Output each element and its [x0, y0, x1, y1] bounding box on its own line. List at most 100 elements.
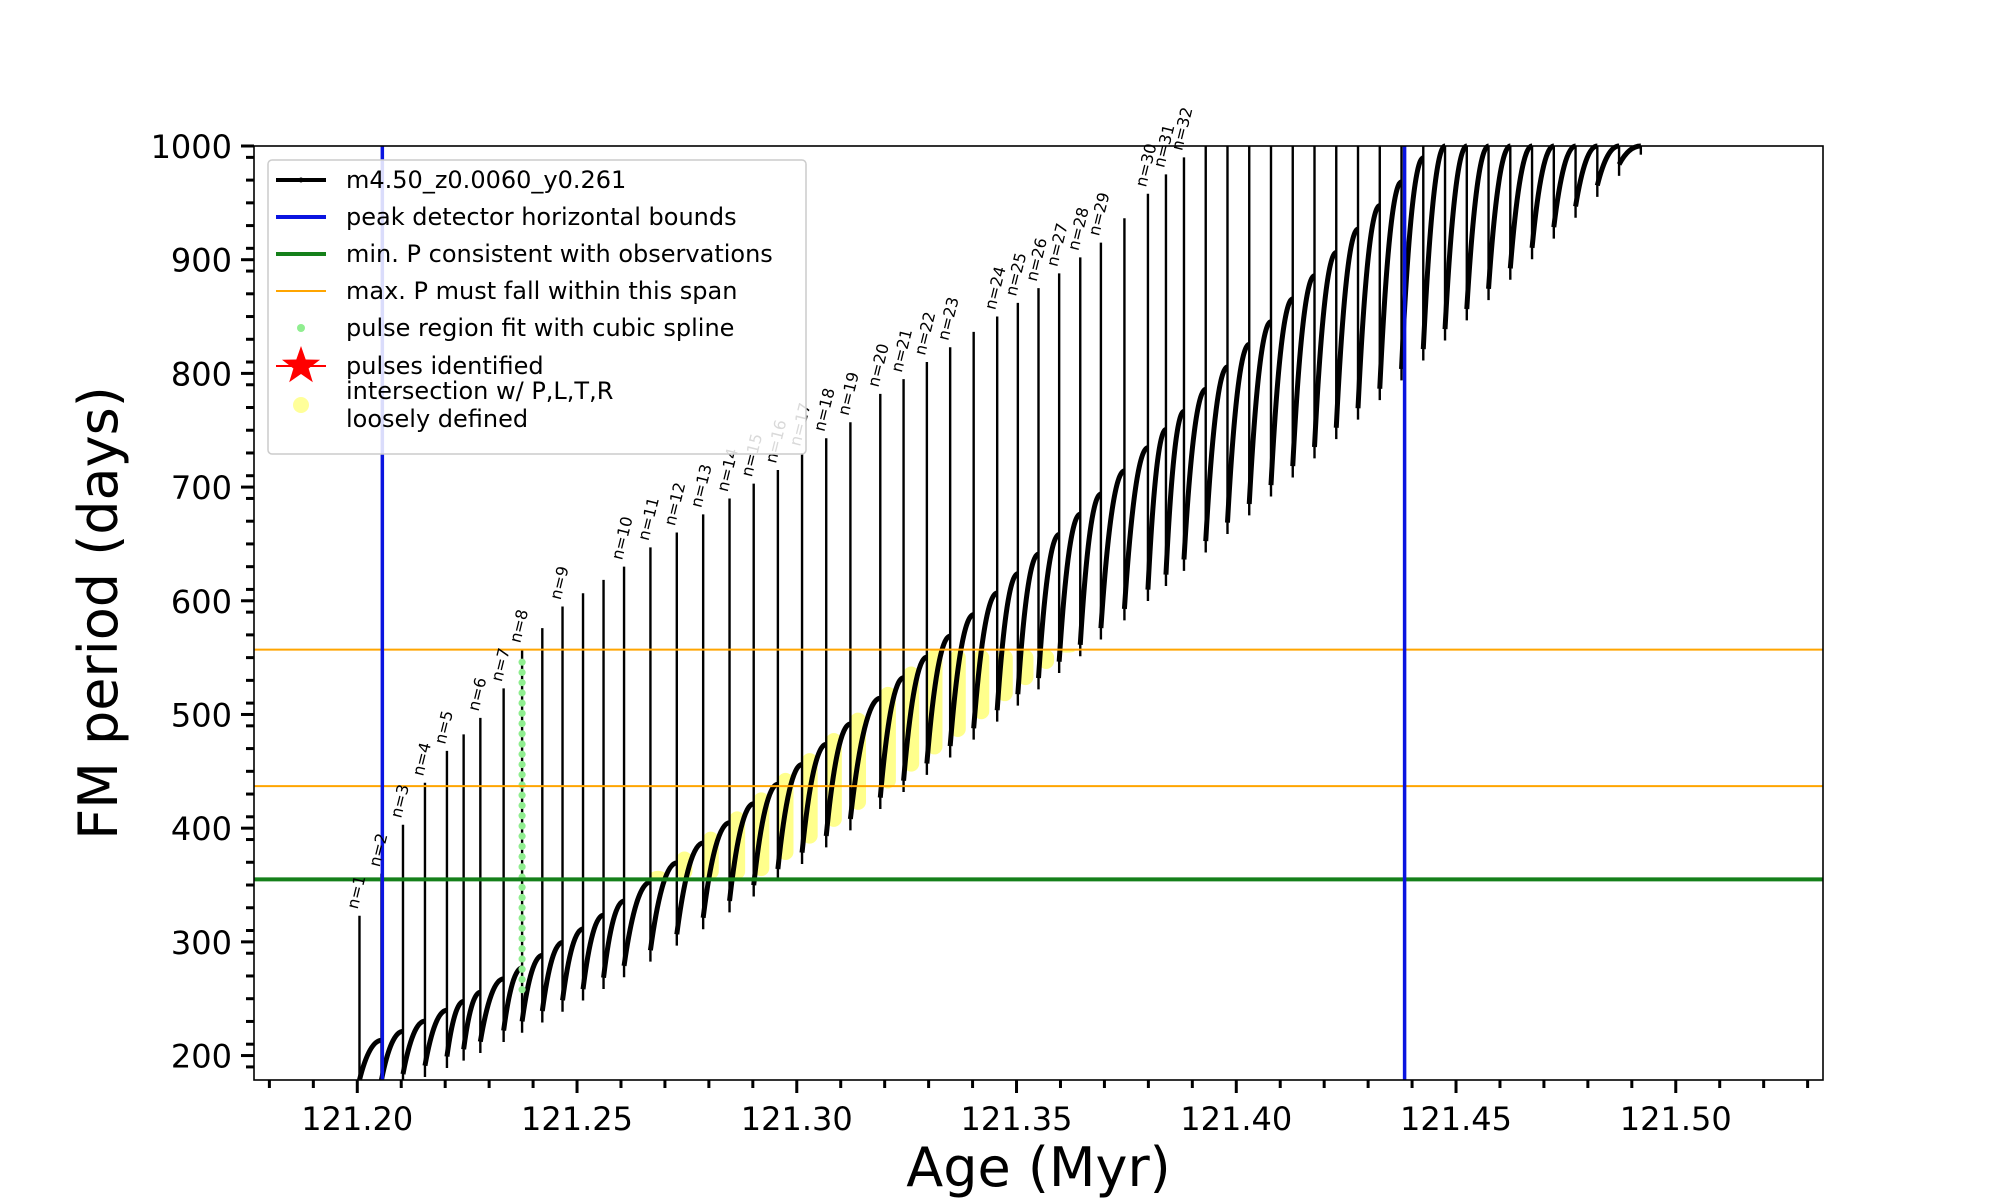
spline-point — [518, 709, 526, 717]
interpulse-segment — [647, 860, 678, 951]
x-axis-title: Age (Myr) — [906, 1136, 1171, 1199]
spline-point — [518, 934, 526, 943]
pulse-label: n=8 — [506, 607, 533, 644]
interpulse-segment — [674, 840, 704, 935]
pulse-label: n=10 — [608, 514, 637, 561]
interpulse-segment — [1573, 143, 1598, 207]
interpulse-segment — [1224, 341, 1251, 523]
interpulse-segment — [400, 1018, 426, 1075]
period-trace — [357, 143, 1643, 1081]
interpulse-segment — [1529, 143, 1555, 249]
legend-swatch — [293, 397, 309, 413]
spline-point — [518, 771, 526, 779]
interpulse-segment — [379, 1028, 404, 1081]
legend-label-line: pulses identified — [346, 352, 544, 380]
interpulse-segment — [1203, 364, 1229, 542]
interpulse-segment — [1333, 226, 1360, 428]
interpulse-segment — [1442, 143, 1468, 330]
spline-point — [518, 986, 526, 994]
interpulse-segment — [621, 879, 652, 967]
spline-point — [518, 914, 526, 922]
interpulse-segment — [1121, 445, 1149, 610]
legend-swatch — [297, 324, 305, 332]
x-tick-label: 121.25 — [521, 1100, 633, 1138]
x-tick-label: 121.50 — [1620, 1100, 1732, 1138]
intersection-marker — [650, 870, 667, 880]
interpulse-segment — [1377, 179, 1403, 389]
pulse-label: n=5 — [430, 708, 457, 745]
spline-point — [518, 750, 526, 758]
interpulse-segment — [971, 590, 999, 729]
spline-point — [518, 883, 526, 891]
interpulse-segment — [775, 762, 803, 870]
interpulse-segment — [1077, 491, 1103, 645]
y-axis-ticks: 200 300 400 500 600 700 800 900 1000 — [151, 128, 254, 1076]
spline-point — [518, 668, 526, 677]
interpulse-segment — [799, 741, 828, 853]
pulse-label: n=3 — [386, 782, 413, 819]
legend-label-line: pulse region fit with cubic spline — [346, 314, 734, 342]
spline-fit-markers — [518, 658, 526, 994]
interpulse-segment — [1355, 203, 1381, 409]
interpulse-segment — [560, 926, 584, 1001]
interpulse-segment — [1464, 143, 1490, 310]
interpulse-segment — [847, 695, 881, 820]
legend-label-line: min. P consistent with observations — [346, 240, 773, 268]
interpulse-segment — [1486, 143, 1512, 289]
interpulse-segment — [1594, 143, 1620, 187]
spline-point — [518, 945, 526, 953]
legend-box — [267, 159, 807, 455]
pulse-label: n=4 — [408, 740, 435, 777]
interpulse-segment — [601, 898, 625, 978]
interpulse-segment — [1163, 408, 1186, 575]
legend-label: max. P must fall within this span — [346, 277, 737, 305]
spline-point — [518, 975, 526, 983]
spline-point — [518, 832, 526, 840]
spline-point — [518, 760, 526, 769]
legend-label: pulse region fit with cubic spline — [346, 314, 734, 342]
spline-point — [518, 904, 526, 912]
x-tick-label: 121.30 — [741, 1100, 853, 1138]
y-tick-label: 600 — [171, 583, 232, 621]
interpulse-segment — [422, 1007, 448, 1067]
spline-point — [518, 791, 526, 799]
interpulse-segment — [901, 654, 928, 781]
pulse-label: n=19 — [834, 370, 863, 417]
interpulse-segment — [580, 912, 605, 990]
interpulse-segment — [1015, 551, 1040, 695]
interpulse-segment — [477, 976, 505, 1043]
interpulse-segment — [1420, 143, 1447, 350]
legend-label: m4.50_z0.0060_y0.261 — [346, 166, 626, 194]
pulse-label: n=12 — [660, 480, 689, 527]
interpulse-segment — [727, 801, 755, 902]
interpulse-segment — [539, 939, 564, 1012]
interpulse-segment — [1507, 143, 1534, 269]
interpulse-segment — [1036, 531, 1061, 679]
legend-label-line: intersection w/ P,L,T,R — [346, 377, 613, 405]
spline-point — [518, 658, 526, 666]
spline-point — [518, 924, 526, 932]
y-axis-title: FM period (days) — [67, 386, 130, 840]
spline-point — [518, 852, 526, 861]
interpulse-segment — [877, 675, 905, 798]
spline-point — [518, 740, 526, 748]
spline-point — [518, 955, 526, 963]
interpulse-segment — [357, 1037, 382, 1081]
spline-point — [518, 781, 526, 789]
spline-point — [518, 842, 526, 850]
spline-point — [518, 822, 526, 830]
legend-label-line: peak detector horizontal bounds — [346, 203, 737, 231]
spline-point — [518, 689, 526, 697]
spline-point — [518, 863, 526, 871]
y-tick-label: 900 — [171, 242, 232, 280]
interpulse-segment — [947, 612, 975, 747]
spline-point — [518, 679, 526, 687]
legend-label: peak detector horizontal bounds — [346, 203, 737, 231]
legend-label-line: m4.50_z0.0060_y0.261 — [346, 166, 626, 194]
spline-point — [518, 699, 526, 707]
x-tick-label: 121.45 — [1400, 1100, 1512, 1138]
interpulse-segment — [1616, 143, 1642, 166]
y-tick-label: 800 — [171, 355, 232, 393]
spline-point — [518, 719, 526, 728]
